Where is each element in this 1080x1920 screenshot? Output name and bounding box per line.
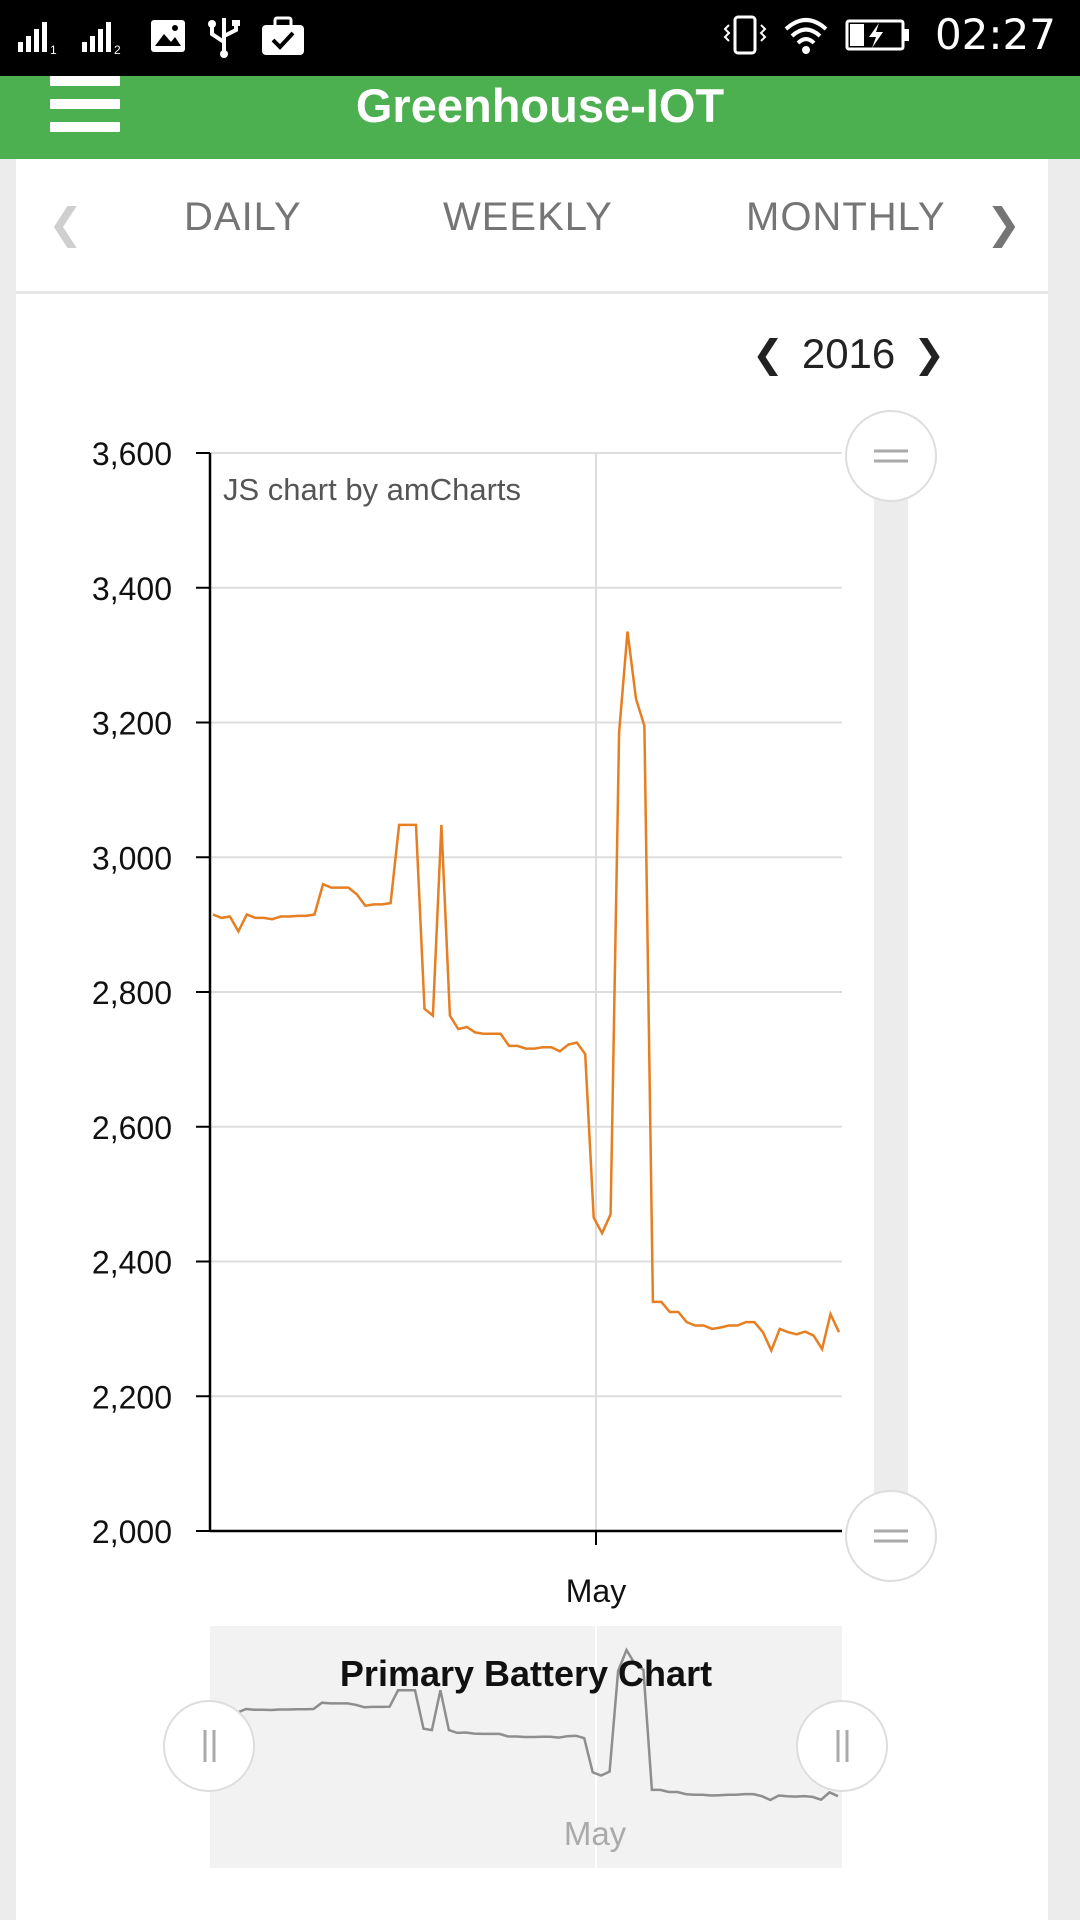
y-tick-label: 3,400: [92, 571, 172, 607]
signal-1-icon: 1: [18, 22, 57, 56]
navigator-series-line: [211, 1647, 839, 1802]
battery-charging-icon: [845, 19, 909, 50]
y-tick-label: 2,800: [92, 975, 172, 1011]
wifi-icon: [784, 17, 828, 54]
vibrate-icon: [723, 15, 767, 54]
y-axis: 2,000 2,200 2,400 2,600 2,800 3,000 3,200 3,400…: [92, 436, 210, 1550]
app-title: Greenhouse-IOT: [355, 79, 725, 132]
image-icon: [151, 20, 185, 52]
scrollbar-grip-top[interactable]: [845, 410, 937, 502]
y-tick-label: 3,600: [92, 436, 172, 472]
signal-2-icon: 2: [82, 22, 121, 56]
x-tick-label: May: [566, 1573, 626, 1609]
navigator-x-label: May: [564, 1815, 627, 1852]
tabs-next-chevron-right-icon[interactable]: ❯: [986, 200, 1022, 247]
year-prev-chevron-left-icon[interactable]: ❮: [752, 333, 784, 376]
svg-text:2: 2: [114, 43, 121, 56]
tab-daily[interactable]: DAILY: [184, 195, 302, 239]
y-tick-label: 2,600: [92, 1110, 172, 1146]
navigator-grip-left[interactable]: [163, 1700, 255, 1792]
tabs-prev-chevron-left-icon[interactable]: ❮: [48, 200, 84, 247]
period-tabs: ❮ DAILY WEEKLY MONTHLY ❯: [16, 159, 1048, 294]
series-line: [212, 631, 841, 1354]
vertical-scrollbar-track[interactable]: [874, 456, 908, 1532]
y-tick-label: 2,000: [92, 1514, 172, 1550]
scrollbar-grip-bottom[interactable]: [845, 1490, 937, 1582]
y-tick-label: 3,000: [92, 840, 172, 876]
briefcase-check-icon: [262, 16, 304, 55]
chart-gridlines: [210, 452, 842, 1531]
y-tick-label: 3,200: [92, 706, 172, 742]
y-tick-label: 2,400: [92, 1245, 172, 1281]
navigator-grip-right[interactable]: [796, 1700, 888, 1792]
clock: 02:27: [934, 10, 1056, 59]
scrollbar-title: Primary Battery Chart: [340, 1653, 712, 1694]
tab-monthly[interactable]: MONTHLY: [746, 195, 946, 239]
tab-weekly[interactable]: WEEKLY: [443, 195, 613, 239]
year-label: 2016: [801, 330, 896, 377]
year-next-chevron-right-icon[interactable]: ❯: [913, 333, 946, 376]
year-navigator: ❮ 2016 ❯: [752, 330, 945, 378]
chart-credit[interactable]: JS chart by amCharts: [223, 472, 521, 507]
app-bar: Greenhouse-IOT: [0, 76, 1080, 159]
status-bar: 1 2: [0, 0, 1080, 76]
x-axis: May: [566, 1573, 626, 1609]
y-tick-label: 2,200: [92, 1379, 172, 1415]
hamburger-menu-icon[interactable]: [50, 76, 120, 132]
svg-text:1: 1: [50, 43, 57, 56]
usb-icon: [208, 18, 240, 58]
chart-navigator[interactable]: [210, 1626, 842, 1868]
